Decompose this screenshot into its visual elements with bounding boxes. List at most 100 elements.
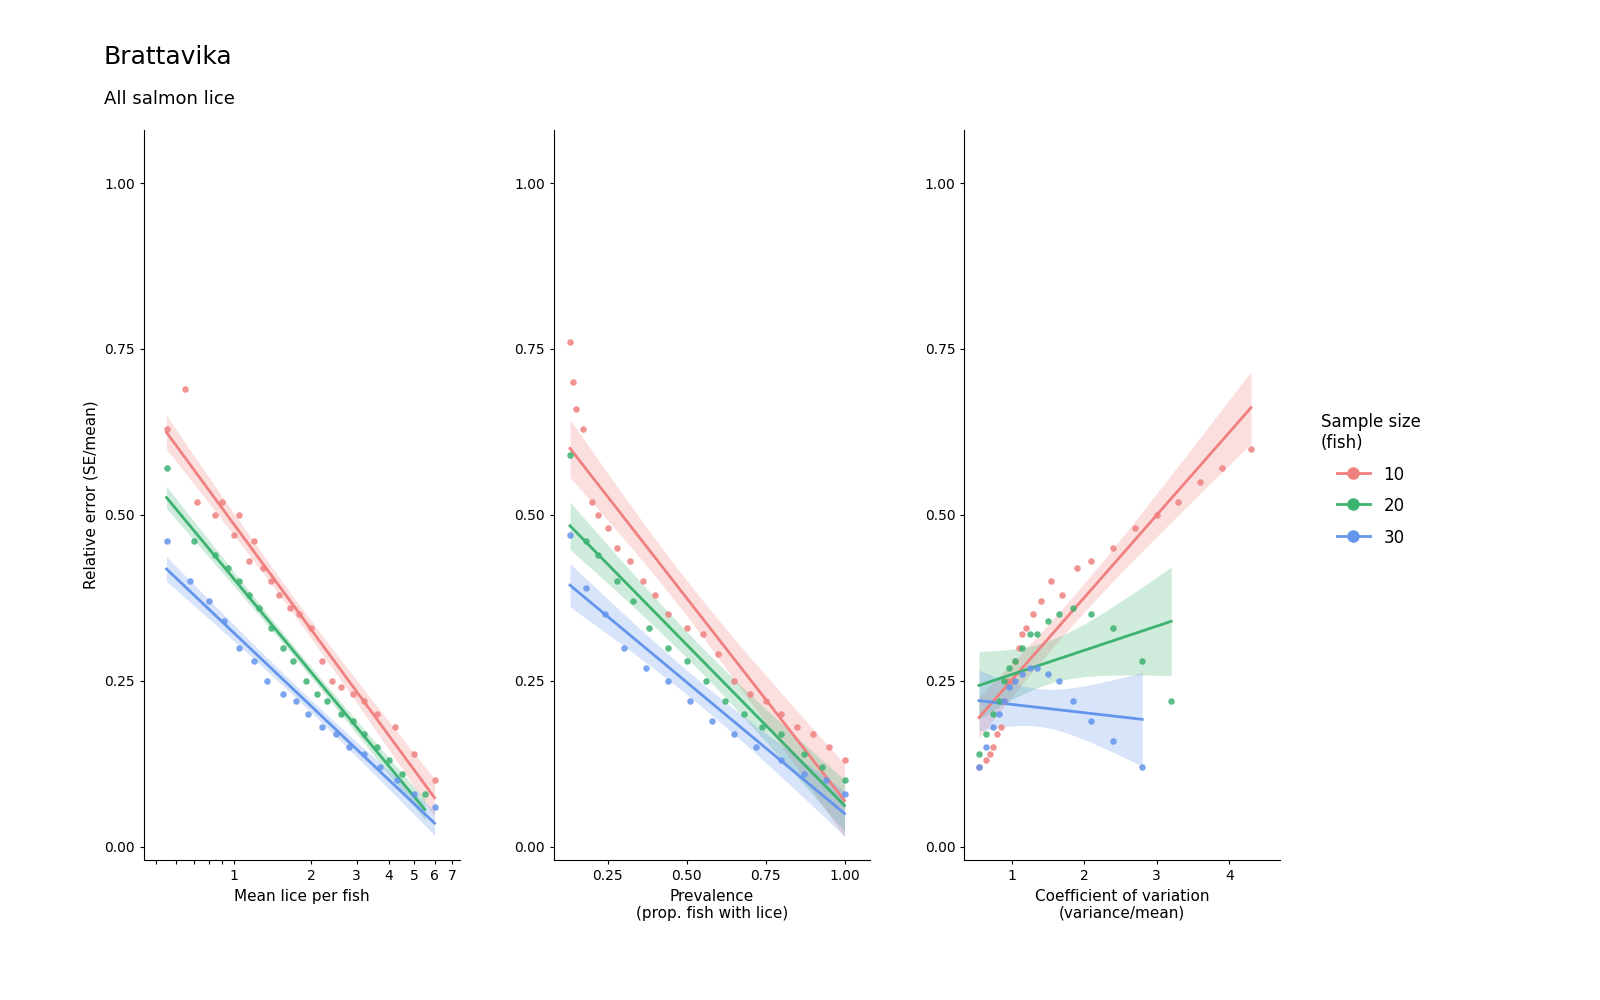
Point: [768, 752, 794, 768]
Point: [299, 620, 325, 636]
Text: Brattavika: Brattavika: [104, 45, 232, 69]
Point: [328, 679, 354, 695]
Point: [1078, 713, 1104, 729]
Point: [637, 620, 662, 636]
Point: [813, 772, 838, 788]
Point: [693, 673, 718, 689]
Point: [563, 401, 589, 417]
Point: [618, 553, 643, 569]
Point: [738, 686, 763, 702]
Point: [1061, 693, 1086, 709]
Point: [986, 693, 1011, 709]
Point: [214, 560, 240, 576]
Point: [570, 421, 595, 437]
Point: [384, 772, 410, 788]
Point: [654, 673, 680, 689]
Point: [557, 447, 582, 463]
Point: [1101, 540, 1126, 556]
Point: [674, 653, 699, 669]
Point: [712, 693, 738, 709]
Point: [352, 746, 378, 762]
Point: [1035, 666, 1061, 682]
Point: [966, 759, 992, 775]
Point: [226, 640, 251, 656]
Point: [402, 786, 427, 802]
X-axis label: Prevalence
(prop. fish with lice): Prevalence (prop. fish with lice): [635, 889, 789, 921]
Point: [768, 706, 794, 722]
Point: [352, 693, 378, 709]
Point: [365, 706, 390, 722]
Point: [621, 593, 646, 609]
Point: [422, 799, 448, 815]
Point: [283, 693, 309, 709]
Point: [173, 381, 198, 397]
Text: All salmon lice: All salmon lice: [104, 90, 235, 108]
Point: [557, 527, 582, 543]
Point: [1130, 653, 1155, 669]
Point: [277, 600, 302, 616]
Point: [992, 693, 1018, 709]
Point: [997, 660, 1022, 676]
Point: [573, 533, 598, 549]
Point: [1003, 673, 1029, 689]
Point: [981, 706, 1006, 722]
Point: [1003, 653, 1029, 669]
Point: [259, 573, 285, 589]
Point: [181, 533, 206, 549]
Point: [654, 640, 680, 656]
Point: [270, 640, 296, 656]
Point: [643, 587, 669, 603]
Point: [154, 421, 179, 437]
Point: [203, 507, 229, 523]
Point: [784, 719, 810, 735]
Point: [731, 706, 757, 722]
Point: [314, 693, 339, 709]
Point: [611, 640, 637, 656]
Point: [221, 527, 246, 543]
Point: [1210, 460, 1235, 476]
Point: [211, 613, 237, 629]
Point: [336, 739, 362, 755]
Point: [981, 719, 1006, 735]
Point: [1024, 660, 1050, 676]
Point: [195, 593, 221, 609]
Point: [286, 606, 312, 622]
Point: [966, 759, 992, 775]
Point: [973, 726, 998, 742]
Point: [210, 494, 235, 510]
Point: [237, 587, 262, 603]
Point: [365, 739, 390, 755]
Point: [579, 494, 605, 510]
Point: [592, 606, 618, 622]
Point: [1013, 620, 1038, 636]
Point: [1187, 474, 1213, 490]
Point: [706, 646, 731, 662]
Point: [998, 673, 1024, 689]
Point: [242, 533, 267, 549]
Point: [309, 719, 334, 735]
Point: [677, 693, 702, 709]
Point: [1018, 626, 1043, 642]
Point: [411, 786, 437, 802]
Point: [573, 580, 598, 596]
Point: [1010, 666, 1035, 682]
Point: [389, 766, 414, 782]
Point: [226, 573, 251, 589]
Point: [323, 726, 349, 742]
Point: [1101, 733, 1126, 749]
Point: [382, 719, 408, 735]
Point: [992, 673, 1018, 689]
Point: [586, 547, 611, 563]
Y-axis label: Relative error (SE/mean): Relative error (SE/mean): [83, 401, 99, 589]
Point: [832, 772, 858, 788]
Point: [341, 713, 366, 729]
X-axis label: Coefficient of variation
(variance/mean): Coefficient of variation (variance/mean): [1035, 889, 1210, 921]
Point: [237, 553, 262, 569]
Point: [178, 573, 203, 589]
Point: [242, 653, 267, 669]
Point: [304, 686, 330, 702]
Point: [984, 726, 1010, 742]
Point: [1078, 606, 1104, 622]
Point: [1144, 507, 1170, 523]
Point: [699, 713, 725, 729]
